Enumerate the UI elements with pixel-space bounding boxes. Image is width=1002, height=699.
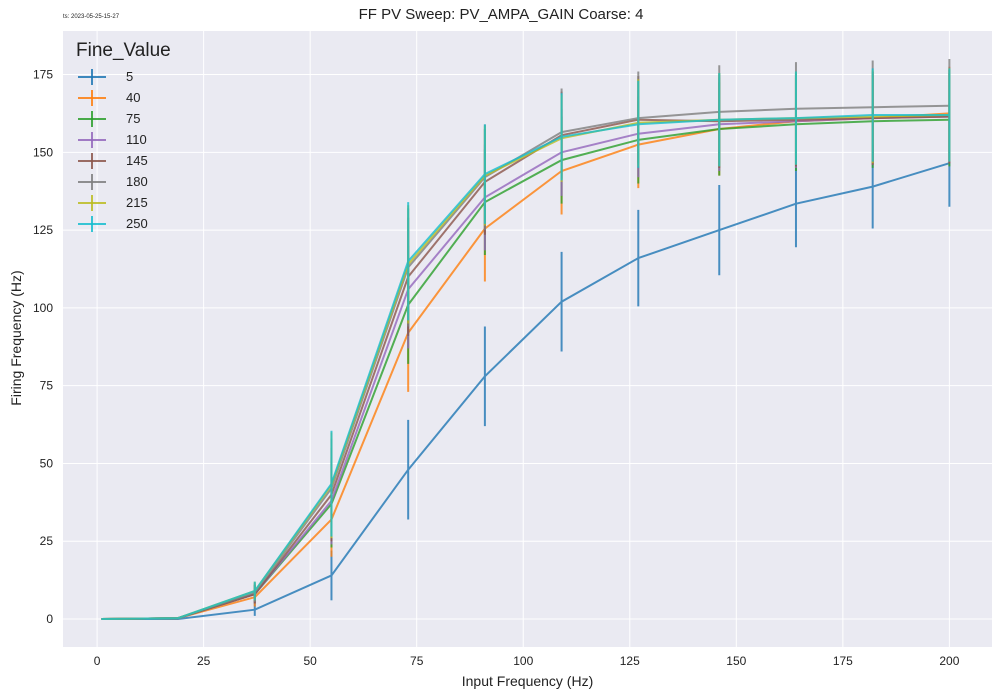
y-tick-label: 150 bbox=[33, 145, 53, 159]
legend-item: 180 bbox=[70, 171, 171, 192]
legend-marker bbox=[78, 68, 106, 85]
legend-items: 5 40 75 110 145 180 215 250 bbox=[70, 66, 171, 234]
y-tick-label: 175 bbox=[33, 68, 53, 82]
y-axis-label: Firing Frequency (Hz) bbox=[8, 270, 24, 406]
x-tick-label: 0 bbox=[94, 654, 101, 668]
legend-label: 215 bbox=[126, 195, 148, 210]
y-tick-label: 50 bbox=[40, 456, 54, 470]
legend-marker bbox=[78, 215, 106, 232]
legend-label: 40 bbox=[126, 90, 141, 105]
x-tick-label: 25 bbox=[197, 654, 211, 668]
legend-item: 215 bbox=[70, 192, 171, 213]
legend-item: 250 bbox=[70, 213, 171, 234]
chart-title: FF PV Sweep: PV_AMPA_GAIN Coarse: 4 bbox=[358, 6, 644, 23]
series-250 bbox=[101, 68, 951, 620]
legend-marker bbox=[78, 131, 106, 148]
legend-item: 40 bbox=[70, 87, 171, 108]
legend-marker bbox=[78, 194, 106, 211]
series-line bbox=[101, 114, 950, 620]
legend-item: 110 bbox=[70, 129, 171, 150]
x-tick-label: 150 bbox=[726, 654, 746, 668]
x-tick-label: 75 bbox=[410, 654, 424, 668]
legend-label: 75 bbox=[126, 111, 141, 126]
y-tick-label: 0 bbox=[46, 612, 53, 626]
series-line bbox=[101, 115, 950, 620]
legend-marker bbox=[78, 173, 106, 190]
legend-item: 5 bbox=[70, 66, 171, 87]
legend-label: 180 bbox=[126, 174, 148, 189]
legend-marker bbox=[78, 89, 106, 106]
x-tick-label: 175 bbox=[833, 654, 853, 668]
legend-marker bbox=[78, 152, 106, 169]
legend-label: 110 bbox=[126, 132, 147, 147]
x-tick-label: 200 bbox=[939, 654, 959, 668]
x-axis-label: Input Frequency (Hz) bbox=[461, 673, 594, 689]
x-tick-label: 100 bbox=[513, 654, 533, 668]
legend-label: 145 bbox=[126, 153, 148, 168]
x-tick-label: 50 bbox=[303, 654, 317, 668]
series-line bbox=[101, 162, 950, 620]
plot-area bbox=[63, 31, 992, 647]
y-tick-label: 75 bbox=[40, 379, 54, 393]
timestamp-label: ts: 2023-05-25-15-27 bbox=[63, 14, 120, 20]
y-tick-label: 25 bbox=[40, 534, 54, 548]
legend-label: 5 bbox=[126, 69, 134, 84]
y-tick-label: 100 bbox=[33, 301, 53, 315]
x-tick-label: 125 bbox=[620, 654, 640, 668]
legend: Fine_Value 5 40 75 110 145 180 215 250 bbox=[70, 40, 171, 234]
legend-item: 145 bbox=[70, 150, 171, 171]
legend-item: 75 bbox=[70, 108, 171, 129]
legend-label: 250 bbox=[126, 216, 148, 231]
legend-marker bbox=[78, 110, 106, 127]
legend-title: Fine_Value bbox=[76, 40, 171, 61]
y-tick-label: 125 bbox=[33, 223, 53, 237]
